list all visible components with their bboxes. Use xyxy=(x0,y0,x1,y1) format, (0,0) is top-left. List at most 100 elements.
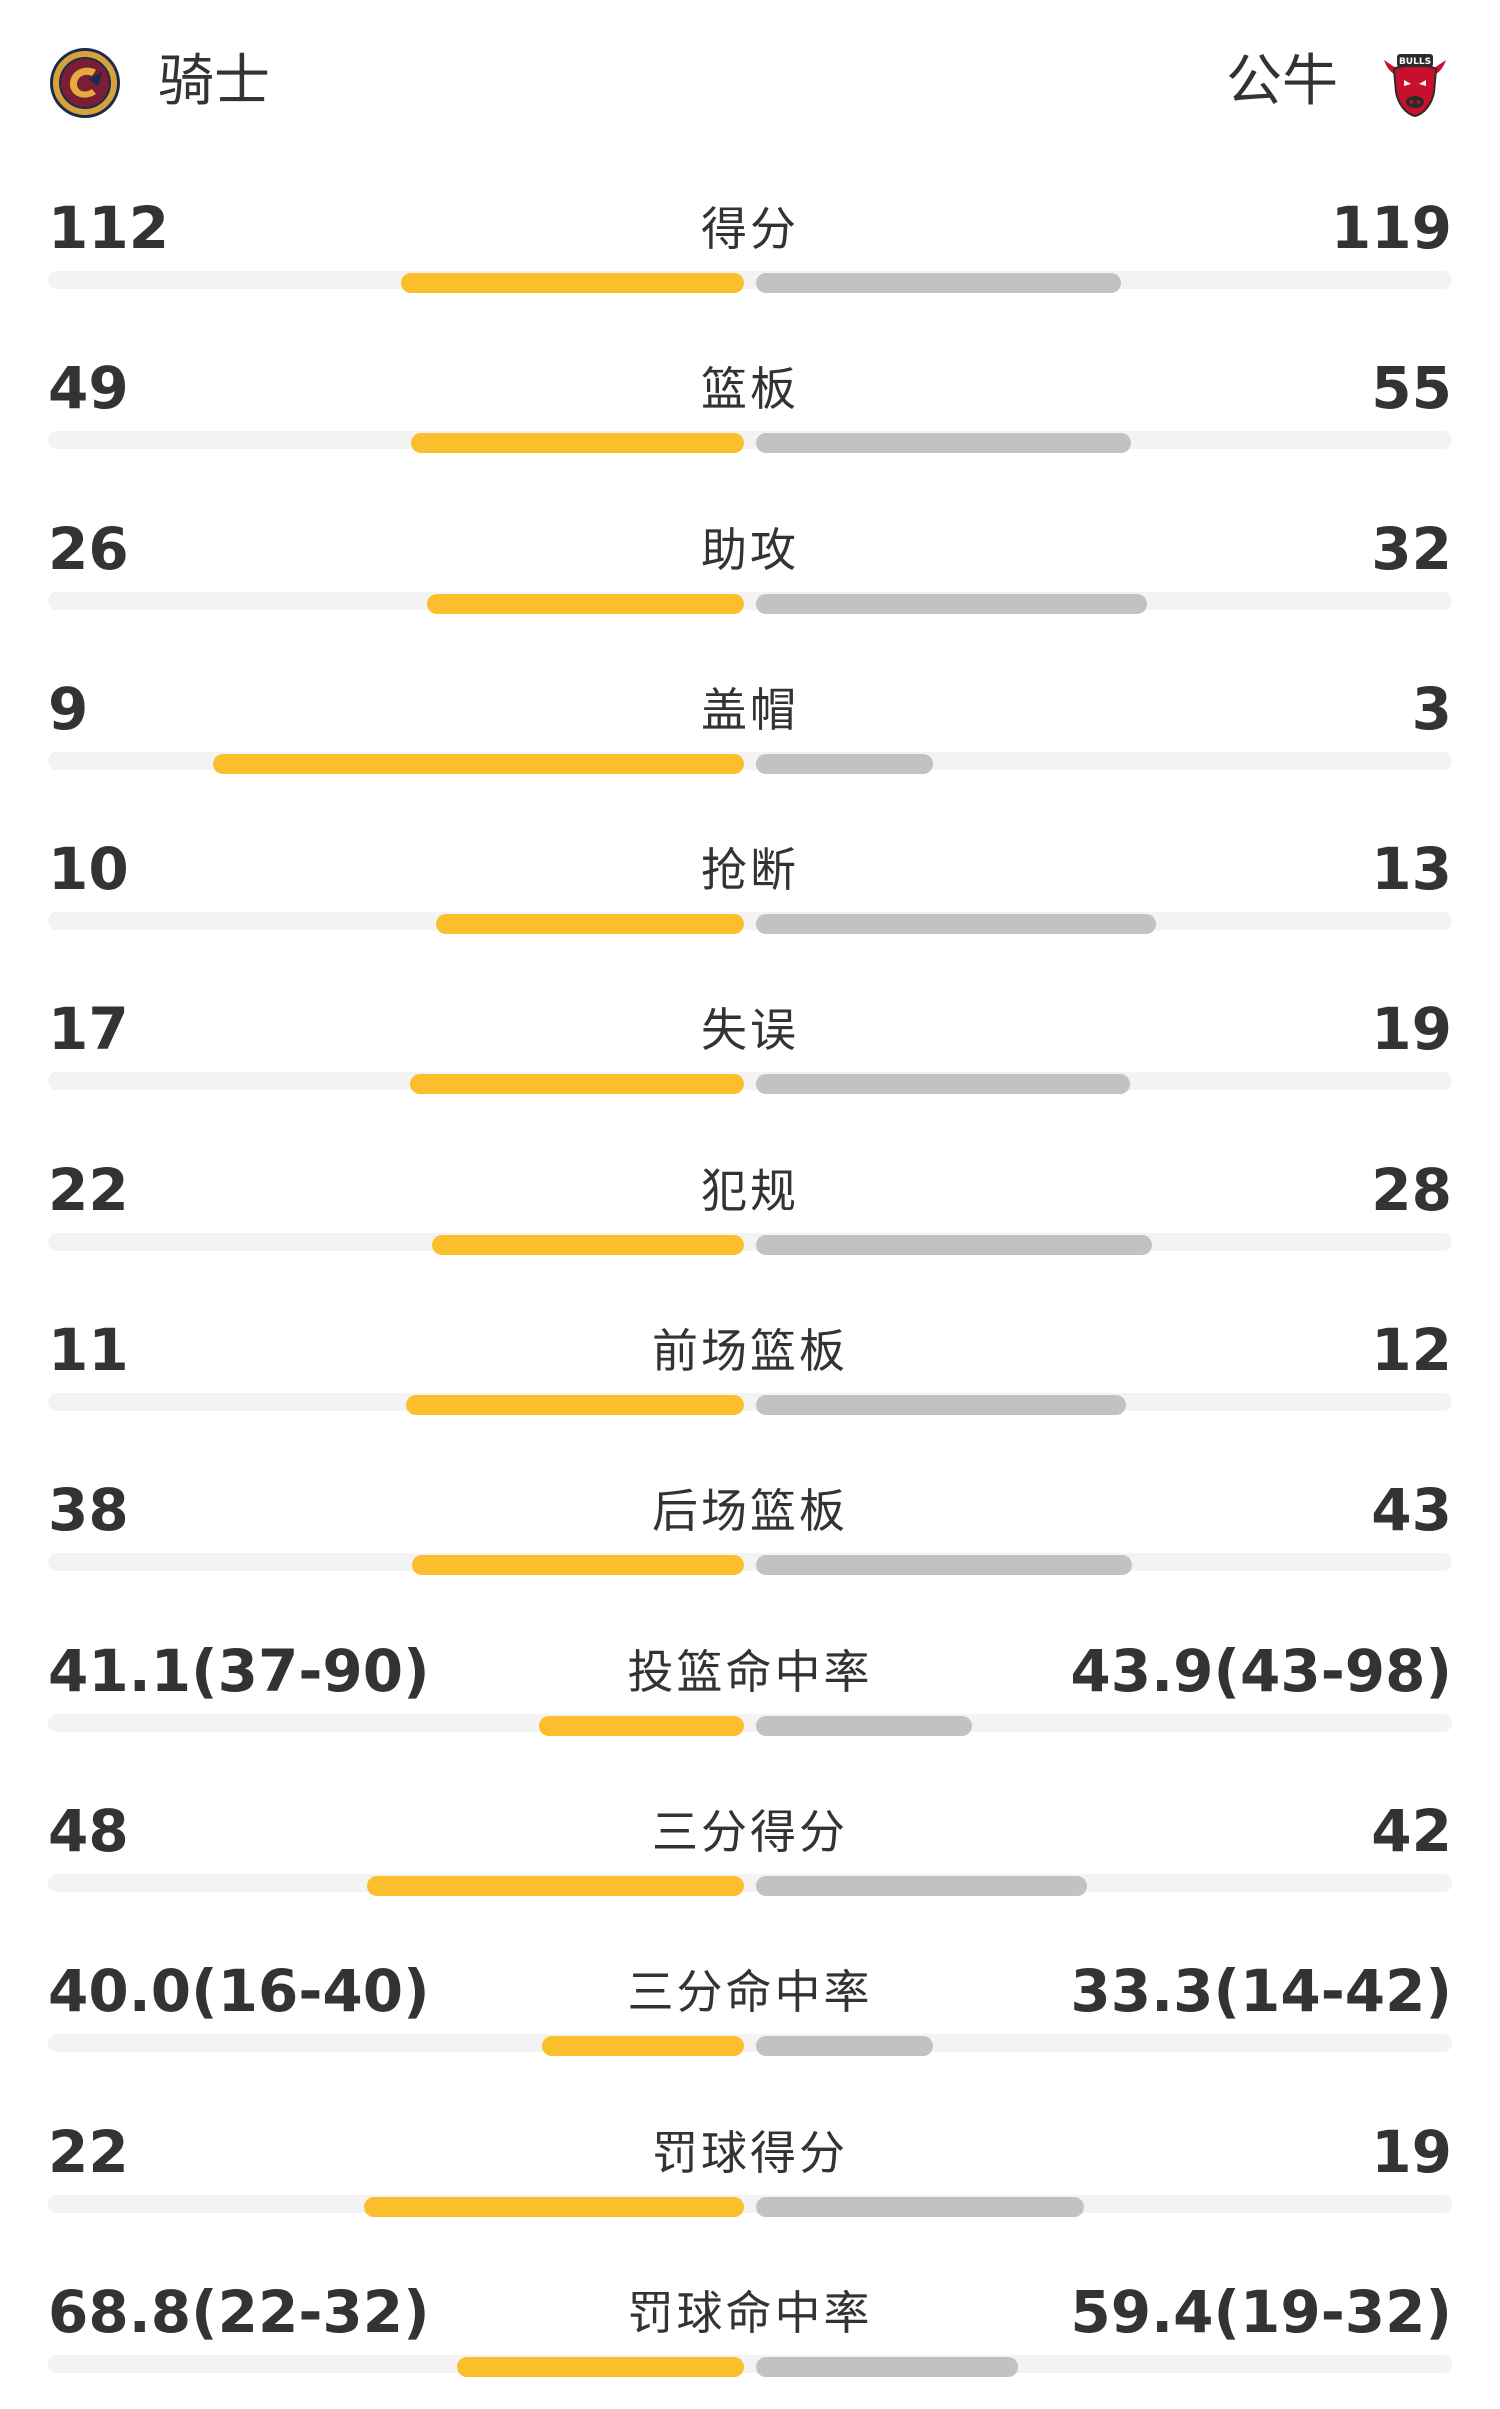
away-stat-bar xyxy=(756,1715,972,1736)
away-stat-bar xyxy=(756,1074,1130,1095)
away-stat-value: 32 xyxy=(1371,514,1452,583)
stat-row: 41.1(37-90) 投篮命中率 43.9(43-98) xyxy=(0,1608,1500,1768)
away-stat-bar xyxy=(756,1395,1126,1416)
away-stat-bar xyxy=(756,2356,1018,2377)
home-stat-bar xyxy=(436,914,744,935)
away-stat-bar xyxy=(756,433,1131,454)
stat-label: 前场篮板 xyxy=(652,1324,848,1379)
stat-bar-track xyxy=(48,2354,1452,2373)
stat-row: 49 篮板 55 xyxy=(0,325,1500,485)
home-stat-bar xyxy=(432,1234,744,1255)
stat-label: 得分 xyxy=(701,202,799,256)
away-stat-bar xyxy=(756,914,1156,935)
stat-bar-track xyxy=(48,1873,1452,1892)
stat-row: 22 罚球得分 19 xyxy=(0,2089,1500,2249)
stat-bar-track xyxy=(48,271,1452,289)
home-stat-value: 22 xyxy=(48,2117,129,2186)
stat-row: 68.8(22-32) 罚球命中率 59.4(19-32) xyxy=(0,2249,1500,2409)
home-stat-bar xyxy=(213,753,744,774)
away-stat-value: 55 xyxy=(1371,354,1452,423)
away-stat-value: 3 xyxy=(1411,674,1452,743)
away-stat-bar xyxy=(756,2036,933,2057)
home-stat-value: 10 xyxy=(48,835,129,904)
away-stat-bar xyxy=(756,1234,1152,1255)
stat-row: 17 失误 19 xyxy=(0,966,1500,1126)
stat-label: 篮板 xyxy=(701,362,799,417)
stat-bar-track xyxy=(48,2034,1452,2053)
stat-row: 48 三分得分 42 xyxy=(0,1768,1500,1928)
away-stat-bar xyxy=(756,753,933,774)
away-stat-bar xyxy=(756,1875,1087,1896)
stat-bar-track xyxy=(48,1553,1452,1572)
stat-bar-track xyxy=(48,1713,1452,1732)
home-stat-value: 17 xyxy=(48,995,129,1064)
home-stat-bar xyxy=(411,433,744,454)
away-stat-value: 19 xyxy=(1371,2117,1452,2186)
stat-label: 罚球得分 xyxy=(652,2125,848,2180)
stat-label: 三分得分 xyxy=(652,1804,848,1859)
home-stat-bar xyxy=(364,2196,744,2217)
stat-bar-track xyxy=(48,2194,1452,2213)
home-stat-value: 49 xyxy=(48,354,129,423)
away-stat-bar xyxy=(756,273,1121,293)
away-stat-value: 42 xyxy=(1371,1796,1452,1865)
away-stat-bar xyxy=(756,2196,1084,2217)
home-stat-bar xyxy=(457,2356,744,2377)
stat-bar-track xyxy=(48,431,1452,450)
home-team-name[interactable]: 骑士 xyxy=(158,49,270,114)
stat-bar-track xyxy=(48,1232,1452,1251)
stat-row: 112 得分 119 xyxy=(0,165,1500,325)
away-stat-bar xyxy=(756,1555,1132,1576)
away-stat-value: 119 xyxy=(1330,194,1452,262)
away-stat-value: 43.9(43-98) xyxy=(1070,1636,1452,1705)
stat-bar-track xyxy=(48,1393,1452,1412)
home-stat-value: 112 xyxy=(48,194,170,262)
stat-row: 10 抢断 13 xyxy=(0,806,1500,966)
team-header: 骑士 公牛 BULLS xyxy=(0,0,1500,165)
home-stat-value: 48 xyxy=(48,1796,129,1865)
stat-row: 38 后场篮板 43 xyxy=(0,1447,1500,1607)
home-stat-bar xyxy=(412,1555,744,1576)
away-stat-value: 43 xyxy=(1371,1476,1452,1545)
home-stat-value: 22 xyxy=(48,1155,129,1224)
cavaliers-logo-icon[interactable] xyxy=(48,46,122,120)
home-stat-value: 26 xyxy=(48,514,129,583)
home-stat-value: 40.0(16-40) xyxy=(48,1957,430,2026)
stat-row: 40.0(16-40) 三分命中率 33.3(14-42) xyxy=(0,1928,1500,2088)
stat-label: 抢断 xyxy=(701,843,799,898)
stat-row: 22 犯规 28 xyxy=(0,1127,1500,1287)
stat-label: 罚球命中率 xyxy=(627,2285,873,2340)
home-stat-value: 68.8(22-32) xyxy=(48,2277,430,2346)
home-stat-value: 41.1(37-90) xyxy=(48,1636,430,1705)
stat-label: 后场篮板 xyxy=(652,1484,848,1539)
away-stat-bar xyxy=(756,593,1147,614)
bulls-logo-text: BULLS xyxy=(1399,57,1431,67)
away-stat-value: 59.4(19-32) xyxy=(1070,2277,1452,2346)
away-stat-value: 19 xyxy=(1371,995,1452,1064)
bulls-logo-icon[interactable]: BULLS xyxy=(1378,46,1452,120)
home-stat-value: 38 xyxy=(48,1476,129,1545)
stat-bar-track xyxy=(48,1072,1452,1091)
home-stat-bar xyxy=(542,2036,744,2057)
home-stat-value: 11 xyxy=(48,1316,129,1385)
away-stat-value: 13 xyxy=(1371,835,1452,904)
stat-label: 三分命中率 xyxy=(627,1965,873,2020)
home-stat-bar xyxy=(401,273,744,293)
home-stat-bar xyxy=(410,1074,744,1095)
stat-bar-track xyxy=(48,912,1452,931)
stat-bar-track xyxy=(48,591,1452,610)
away-stat-value: 28 xyxy=(1371,1155,1452,1224)
home-stat-bar xyxy=(427,593,744,614)
stat-row: 26 助攻 32 xyxy=(0,486,1500,646)
stat-label: 犯规 xyxy=(701,1163,799,1218)
stat-label: 投篮命中率 xyxy=(627,1644,873,1699)
stat-row: 11 前场篮板 12 xyxy=(0,1287,1500,1447)
away-stat-value: 12 xyxy=(1371,1316,1452,1385)
home-stat-bar xyxy=(367,1875,744,1896)
stat-label: 盖帽 xyxy=(701,682,799,737)
away-team-name[interactable]: 公牛 xyxy=(1226,49,1338,114)
team-stats-comparison: 112 得分 119 49 篮板 55 26 助攻 32 9 盖帽 3 10 抢断 13 17 失误 19 22 犯规… xyxy=(0,165,1500,2409)
stat-row: 9 盖帽 3 xyxy=(0,646,1500,806)
away-stat-value: 33.3(14-42) xyxy=(1070,1957,1452,2026)
home-stat-value: 9 xyxy=(48,674,89,743)
